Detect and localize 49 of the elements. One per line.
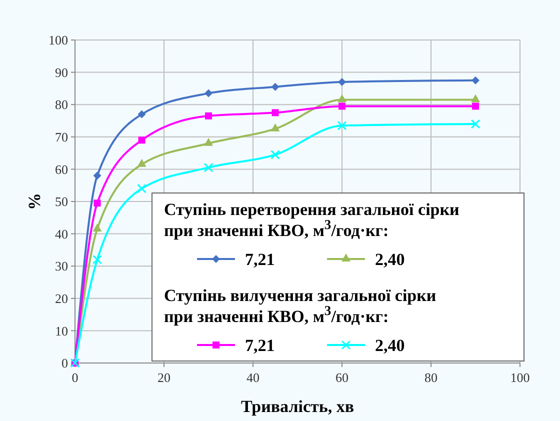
point (204, 138, 213, 146)
y-tick-label: 50 (55, 194, 68, 210)
point (137, 184, 146, 194)
y-tick-label: 90 (55, 64, 68, 80)
point (92, 254, 102, 264)
point (94, 200, 101, 207)
y-tick-label: 60 (55, 162, 68, 177)
point (271, 82, 280, 91)
point (138, 110, 146, 118)
point (472, 102, 479, 110)
x-tick-label: 80 (424, 370, 438, 385)
y-tick-label: 10 (55, 323, 68, 338)
point (272, 109, 279, 116)
text: Ступінь вилучення загальної сірки при значенні КВО, м$^{3}$/год·кг: (164, 286, 436, 326)
text: Ступінь перетворення загальної сірки при значенні КВО, м$^{3}$/год·кг: (164, 200, 460, 240)
y-tick-label: 30 (55, 258, 68, 274)
point (338, 94, 346, 102)
point (92, 223, 102, 232)
point (470, 119, 480, 129)
point (338, 78, 346, 86)
point (138, 136, 146, 144)
point (270, 150, 280, 160)
x-tick-label: 60 (336, 370, 348, 385)
point (205, 112, 212, 120)
legend-label: 7,21 (245, 250, 275, 269)
legend-label: 2,40 (375, 336, 405, 355)
y-tick-label: 70 (55, 129, 68, 144)
point (270, 123, 280, 132)
point (93, 172, 102, 180)
x-tick-label: 40 (246, 370, 260, 385)
point (137, 158, 146, 167)
legend-label: 2,40 (375, 250, 405, 269)
point (472, 76, 480, 84)
x-axis-title: Тривалість, хв (240, 397, 354, 416)
x-tick-label: 0 (72, 370, 78, 385)
y-tick-label: 100 (48, 32, 68, 48)
y-tick-label: 80 (55, 97, 68, 112)
legend-label: 7,21 (245, 336, 275, 355)
point (204, 162, 214, 172)
point (204, 89, 212, 98)
x-tick-label: 20 (158, 370, 170, 385)
point (471, 94, 480, 102)
y-tick-label: 40 (55, 226, 68, 242)
y-axis-title: % (25, 193, 44, 210)
y-tick-label: 20 (55, 290, 68, 306)
y-tick-label: 0 (62, 356, 68, 371)
point (338, 102, 346, 110)
x-tick-label: 100 (510, 370, 530, 385)
point (337, 120, 347, 130)
